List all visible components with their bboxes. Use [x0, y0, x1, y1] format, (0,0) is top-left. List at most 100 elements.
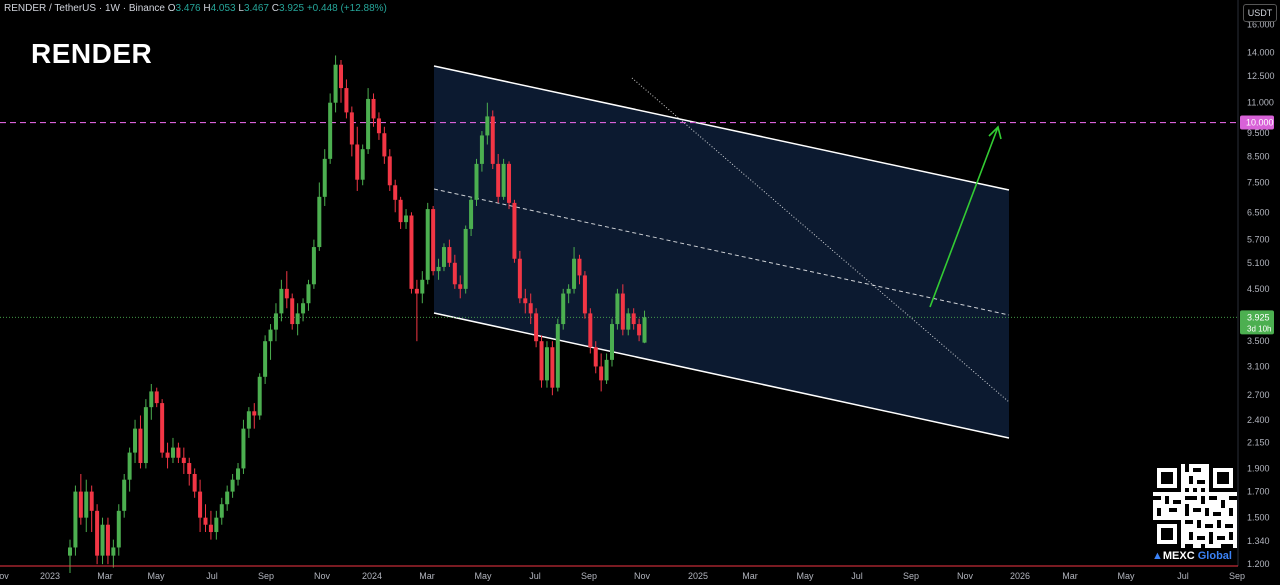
candle-body	[84, 491, 89, 518]
time-tick-label: 2024	[362, 571, 382, 581]
currency-unit-badge[interactable]: USDT	[1243, 4, 1277, 22]
candle-body	[593, 347, 598, 367]
channel-midline	[433, 188, 1010, 316]
candle-body	[295, 313, 300, 325]
candle-body	[566, 288, 571, 294]
candle-body	[149, 391, 154, 408]
time-tick-label: Sep	[903, 571, 919, 581]
price-tick-label: 2.150	[1247, 438, 1270, 448]
time-tick-label: Nov	[634, 571, 651, 581]
time-tick-label: Nov	[314, 571, 331, 581]
candle-body	[485, 116, 490, 136]
candle-body	[517, 258, 522, 299]
candle-body	[268, 329, 273, 342]
candle-body	[550, 347, 555, 388]
candle-body	[366, 98, 371, 150]
target-arrow-head	[988, 125, 1002, 140]
candle-body	[301, 303, 306, 314]
time-tick-label: May	[474, 571, 492, 581]
candle-body	[431, 209, 436, 272]
candle-body	[133, 428, 138, 453]
asset-title: RENDER	[31, 38, 153, 69]
open-value: 3.476	[175, 3, 201, 14]
candle-body	[382, 133, 387, 157]
candle-body	[100, 524, 105, 556]
open-label: O	[167, 3, 176, 14]
time-tick-label: Nov	[957, 571, 974, 581]
price-tick-label: 1.900	[1247, 463, 1270, 473]
time-tick-label: Sep	[581, 571, 597, 581]
candle-body	[572, 258, 577, 289]
time-tick-label: Mar	[1062, 571, 1078, 581]
candle-body	[89, 491, 94, 511]
candle-body	[306, 284, 311, 304]
candle-body	[360, 149, 365, 180]
candle-body	[165, 452, 170, 458]
candle-body	[138, 428, 143, 464]
candle-body	[203, 517, 208, 525]
candle-body	[192, 473, 197, 492]
candle-body	[317, 196, 322, 248]
candle-body	[561, 293, 566, 325]
candle-body	[355, 144, 360, 180]
candle-body	[339, 64, 343, 89]
candle-body	[73, 491, 78, 548]
candle-body	[387, 156, 392, 186]
candle-body	[610, 324, 614, 360]
candle-body	[187, 463, 192, 474]
symbol-line: RENDER / TetherUS · 1W · Binance	[4, 3, 165, 14]
price-tick-label: 16.000	[1247, 20, 1275, 30]
price-tick-label: 3.500	[1247, 336, 1270, 346]
candle-body	[116, 510, 121, 548]
candle-body	[642, 317, 647, 343]
candle-body	[425, 209, 430, 280]
candle-body	[626, 313, 631, 330]
close-value: 3.925	[279, 3, 305, 14]
candle-body	[208, 524, 213, 533]
candle-body	[577, 258, 582, 276]
candle-body	[544, 347, 549, 381]
candle-body	[290, 298, 295, 325]
candle-body	[219, 504, 224, 518]
candle-body	[474, 163, 479, 200]
price-tick-label: 1.500	[1247, 513, 1270, 523]
candle-body	[441, 247, 446, 267]
candle-body	[68, 547, 72, 556]
high-value: 4.053	[210, 3, 236, 14]
candle-body	[631, 313, 636, 325]
candle-body	[409, 215, 414, 289]
candle-body	[122, 479, 127, 511]
current-price-badge	[1240, 310, 1274, 335]
price-tick-label: 7.500	[1247, 177, 1270, 187]
brand-name: MEXC	[1162, 550, 1195, 562]
qr-code-icon	[1153, 464, 1237, 548]
trendline-dotted	[631, 77, 1010, 403]
price-tick-label: 14.000	[1247, 47, 1275, 57]
candle-body	[512, 202, 517, 259]
candle-body	[176, 447, 181, 458]
candle-body	[436, 266, 441, 272]
candle-body	[490, 116, 495, 164]
time-tick-label: Jul	[1177, 571, 1189, 581]
price-tick-label: 1.200	[1247, 559, 1270, 569]
time-tick-label: 2026	[1010, 571, 1030, 581]
candle-body	[604, 359, 609, 381]
time-tick-label: Jul	[206, 571, 218, 581]
candle-body	[414, 288, 419, 294]
candle-body	[463, 228, 468, 289]
candle-body	[398, 199, 403, 223]
low-label: L	[238, 3, 244, 14]
candle-body	[447, 247, 452, 263]
change-value: +0.448 (+12.88%)	[306, 3, 387, 14]
candle-body	[95, 510, 100, 556]
time-tick-label: May	[1117, 571, 1135, 581]
candle-body	[111, 547, 116, 556]
candle-body	[263, 341, 268, 377]
close-label: C	[271, 3, 280, 14]
candle-body	[105, 524, 110, 556]
candle-body	[246, 411, 251, 429]
price-tick-label: 6.500	[1247, 207, 1270, 217]
candle-body	[273, 313, 278, 330]
price-tick-label: 9.500	[1247, 128, 1270, 138]
